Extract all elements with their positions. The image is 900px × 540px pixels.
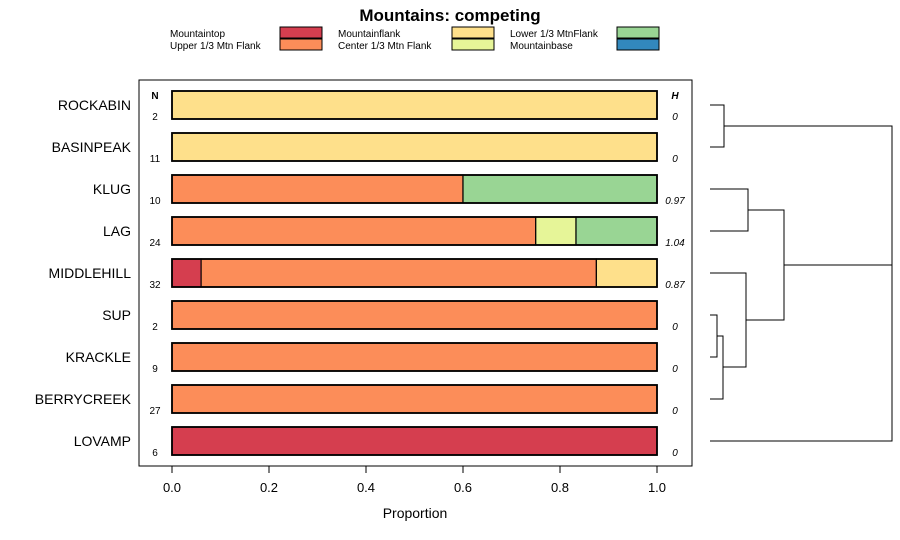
- bar-rows: ROCKABIN 2 0 BASINPEAK 11 0 KLUG 10 0.97 LAG 24 1.0…: [35, 90, 685, 459]
- dendrogram-branch: [710, 272, 747, 368]
- h-value: 0: [672, 322, 678, 333]
- dendrogram-branch: [710, 125, 893, 442]
- bar-outline: [171, 132, 658, 162]
- legend-swatch: [451, 26, 495, 39]
- n-value: 10: [149, 196, 161, 207]
- n-value: 32: [149, 280, 161, 291]
- legend-label: Mountaintop: [170, 29, 225, 40]
- bar-outline: [171, 216, 658, 246]
- h-value: 0: [672, 154, 678, 165]
- h-value: 0: [672, 112, 678, 123]
- x-tick-label: 1.0: [648, 480, 666, 495]
- bar-segment: [171, 258, 202, 288]
- n-value: 11: [150, 154, 161, 165]
- bar-segment: [171, 132, 658, 162]
- bar-outline: [171, 174, 658, 204]
- x-tick-label: 0.2: [260, 480, 278, 495]
- category-label: LOVAMP: [74, 433, 131, 449]
- bar-outline: [171, 384, 658, 414]
- bar-segment: [171, 216, 537, 246]
- category-label: BERRYCREEK: [35, 391, 132, 407]
- n-value: 27: [149, 406, 161, 417]
- x-tick-label: 0.6: [454, 480, 472, 495]
- x-tick-label: 0.4: [357, 480, 375, 495]
- bar-segment: [595, 258, 658, 288]
- dendrogram-branch: [746, 209, 785, 321]
- n-column-header: N: [151, 91, 158, 102]
- n-value: 2: [152, 112, 158, 123]
- category-label: KLUG: [93, 181, 131, 197]
- bar-segment: [200, 258, 597, 288]
- n-value: 24: [149, 238, 161, 249]
- dendrogram: [710, 104, 893, 442]
- category-label: SUP: [102, 307, 131, 323]
- legend-swatch: [451, 38, 495, 51]
- dendrogram-branch: [710, 104, 725, 148]
- bar-outline: [171, 258, 658, 288]
- legend-label: Mountainbase: [510, 41, 573, 52]
- x-tick-label: 0.8: [551, 480, 569, 495]
- category-label: MIDDLEHILL: [49, 265, 132, 281]
- bar-segment: [171, 300, 658, 330]
- bar-segment: [171, 174, 464, 204]
- h-column-header: H: [671, 91, 679, 102]
- n-value: 9: [152, 364, 158, 375]
- legend-label: Mountainflank: [338, 29, 401, 40]
- category-label: ROCKABIN: [58, 97, 131, 113]
- bar-segment: [171, 342, 658, 372]
- h-value: 0: [672, 406, 678, 417]
- h-value: 0: [672, 448, 678, 459]
- legend-swatch: [279, 38, 323, 51]
- bar-outline: [171, 90, 658, 120]
- bar-outline: [171, 300, 658, 330]
- plot-frame: [138, 79, 693, 467]
- legend-swatch: [616, 38, 660, 51]
- bar-outline: [171, 426, 658, 456]
- h-value: 0: [672, 364, 678, 375]
- bar-segment: [171, 384, 658, 414]
- h-value: 1.04: [665, 238, 685, 249]
- bar-segment: [575, 216, 658, 246]
- bar-outline: [171, 342, 658, 372]
- legend-label: Upper 1/3 Mtn Flank: [170, 41, 262, 52]
- x-axis: 0.0 0.2 0.4 0.6 0.8 1.0: [163, 466, 666, 495]
- category-label: LAG: [103, 223, 131, 239]
- x-tick-label: 0.0: [163, 480, 181, 495]
- dendrogram-branch: [710, 314, 718, 358]
- chart-title: Mountains: competing: [359, 6, 540, 25]
- n-value: 2: [152, 322, 158, 333]
- h-value: 0.87: [665, 280, 685, 291]
- bar-segment: [462, 174, 658, 204]
- category-label: BASINPEAK: [52, 139, 132, 155]
- bar-segment: [535, 216, 577, 246]
- n-value: 6: [152, 448, 158, 459]
- x-axis-label: Proportion: [383, 505, 448, 521]
- bar-segment: [171, 90, 658, 120]
- category-label: KRACKLE: [66, 349, 131, 365]
- bar-segment: [171, 426, 658, 456]
- h-value: 0.97: [665, 196, 685, 207]
- legend-label: Center 1/3 Mtn Flank: [338, 41, 432, 52]
- legend-swatch: [279, 26, 323, 39]
- legend-label: Lower 1/3 MtnFlank: [510, 29, 599, 40]
- dendrogram-branch: [710, 188, 749, 232]
- legend-swatch: [616, 26, 660, 39]
